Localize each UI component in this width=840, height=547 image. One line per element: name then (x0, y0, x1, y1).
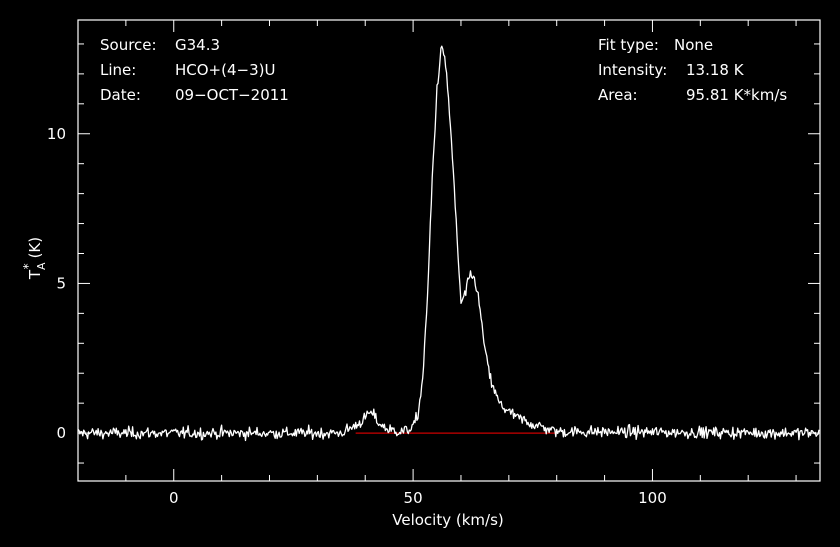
source-value: G34.3 (175, 36, 220, 54)
intensity-value: 13.18 K (686, 61, 745, 79)
area-value: 95.81 K*km/s (686, 86, 787, 104)
y-axis-label-unit: (K) (26, 237, 44, 259)
y-axis-label-main: T (26, 269, 44, 280)
source-label: Source: (100, 36, 157, 54)
x-tick-label: 50 (404, 489, 423, 507)
y-tick-label: 10 (47, 125, 66, 143)
y-tick-label: 5 (56, 274, 66, 292)
area-label: Area: (598, 86, 638, 104)
axis-ticks (77, 20, 820, 481)
fit-type-label: Fit type: (598, 36, 659, 54)
svg-text:TA*(K): TA* (K) (21, 237, 48, 280)
intensity-label: Intensity: (598, 61, 667, 79)
y-tick-label: 0 (56, 424, 66, 442)
date-label: Date: (100, 86, 141, 104)
fit-type-value: None (674, 36, 713, 54)
line-label: Line: (100, 61, 136, 79)
date-value: 09−OCT−2011 (175, 86, 289, 104)
axis-tick-labels: 0 50 100 0 5 10 (47, 125, 667, 507)
y-axis-label-sub: A (35, 262, 48, 270)
y-axis-label: TA* (K) (21, 237, 48, 280)
plot-frame (77, 19, 821, 482)
x-tick-label: 100 (638, 489, 667, 507)
y-axis-label-sup: * (21, 263, 35, 269)
x-axis-label: Velocity (km/s) (392, 511, 503, 529)
spectrum-line (77, 45, 820, 442)
line-value: HCO+(4−3)U (175, 61, 275, 79)
x-tick-label: 0 (169, 489, 179, 507)
